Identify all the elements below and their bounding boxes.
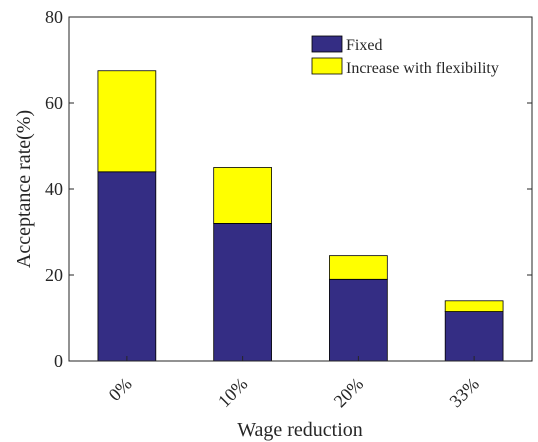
bar-fixed-3 [444, 311, 504, 362]
legend-swatch-fixed [311, 35, 343, 53]
legend-box [305, 28, 527, 84]
x-tick-label-3: 33% [445, 374, 482, 411]
bar-fixed-1 [213, 222, 272, 362]
bar-increase-0 [97, 70, 157, 173]
y-tick-label-2: 40 [45, 179, 63, 199]
bar-increase-1 [213, 167, 272, 224]
x-axis-label: Wage reduction [237, 419, 363, 441]
legend-label-fixed: Fixed [346, 37, 382, 54]
y-axis-label: Acceptance rate(%) [13, 110, 35, 268]
legend-swatch-increase [311, 57, 343, 75]
x-tick-label-1: 10% [214, 374, 251, 411]
bar-fixed-0 [97, 171, 157, 362]
y-tick-label-3: 60 [45, 93, 63, 113]
y-tick-label-0: 0 [54, 351, 63, 371]
legend: Fixed Increase with flexibility [305, 28, 527, 84]
x-tick-label-2: 20% [330, 374, 367, 411]
y-tick-label-1: 20 [45, 265, 63, 285]
bar-increase-3 [444, 300, 504, 312]
legend-label-increase: Increase with flexibility [346, 60, 499, 77]
y-tick-label-4: 80 [45, 7, 63, 27]
bars-layer [97, 70, 504, 362]
y-axis: 0 20 40 60 80 [45, 7, 532, 371]
x-tick-label-0: 0% [105, 374, 136, 405]
bar-fixed-2 [329, 278, 388, 362]
x-axis: 0% 10% 20% 33% [105, 356, 483, 411]
bar-increase-2 [329, 255, 388, 280]
